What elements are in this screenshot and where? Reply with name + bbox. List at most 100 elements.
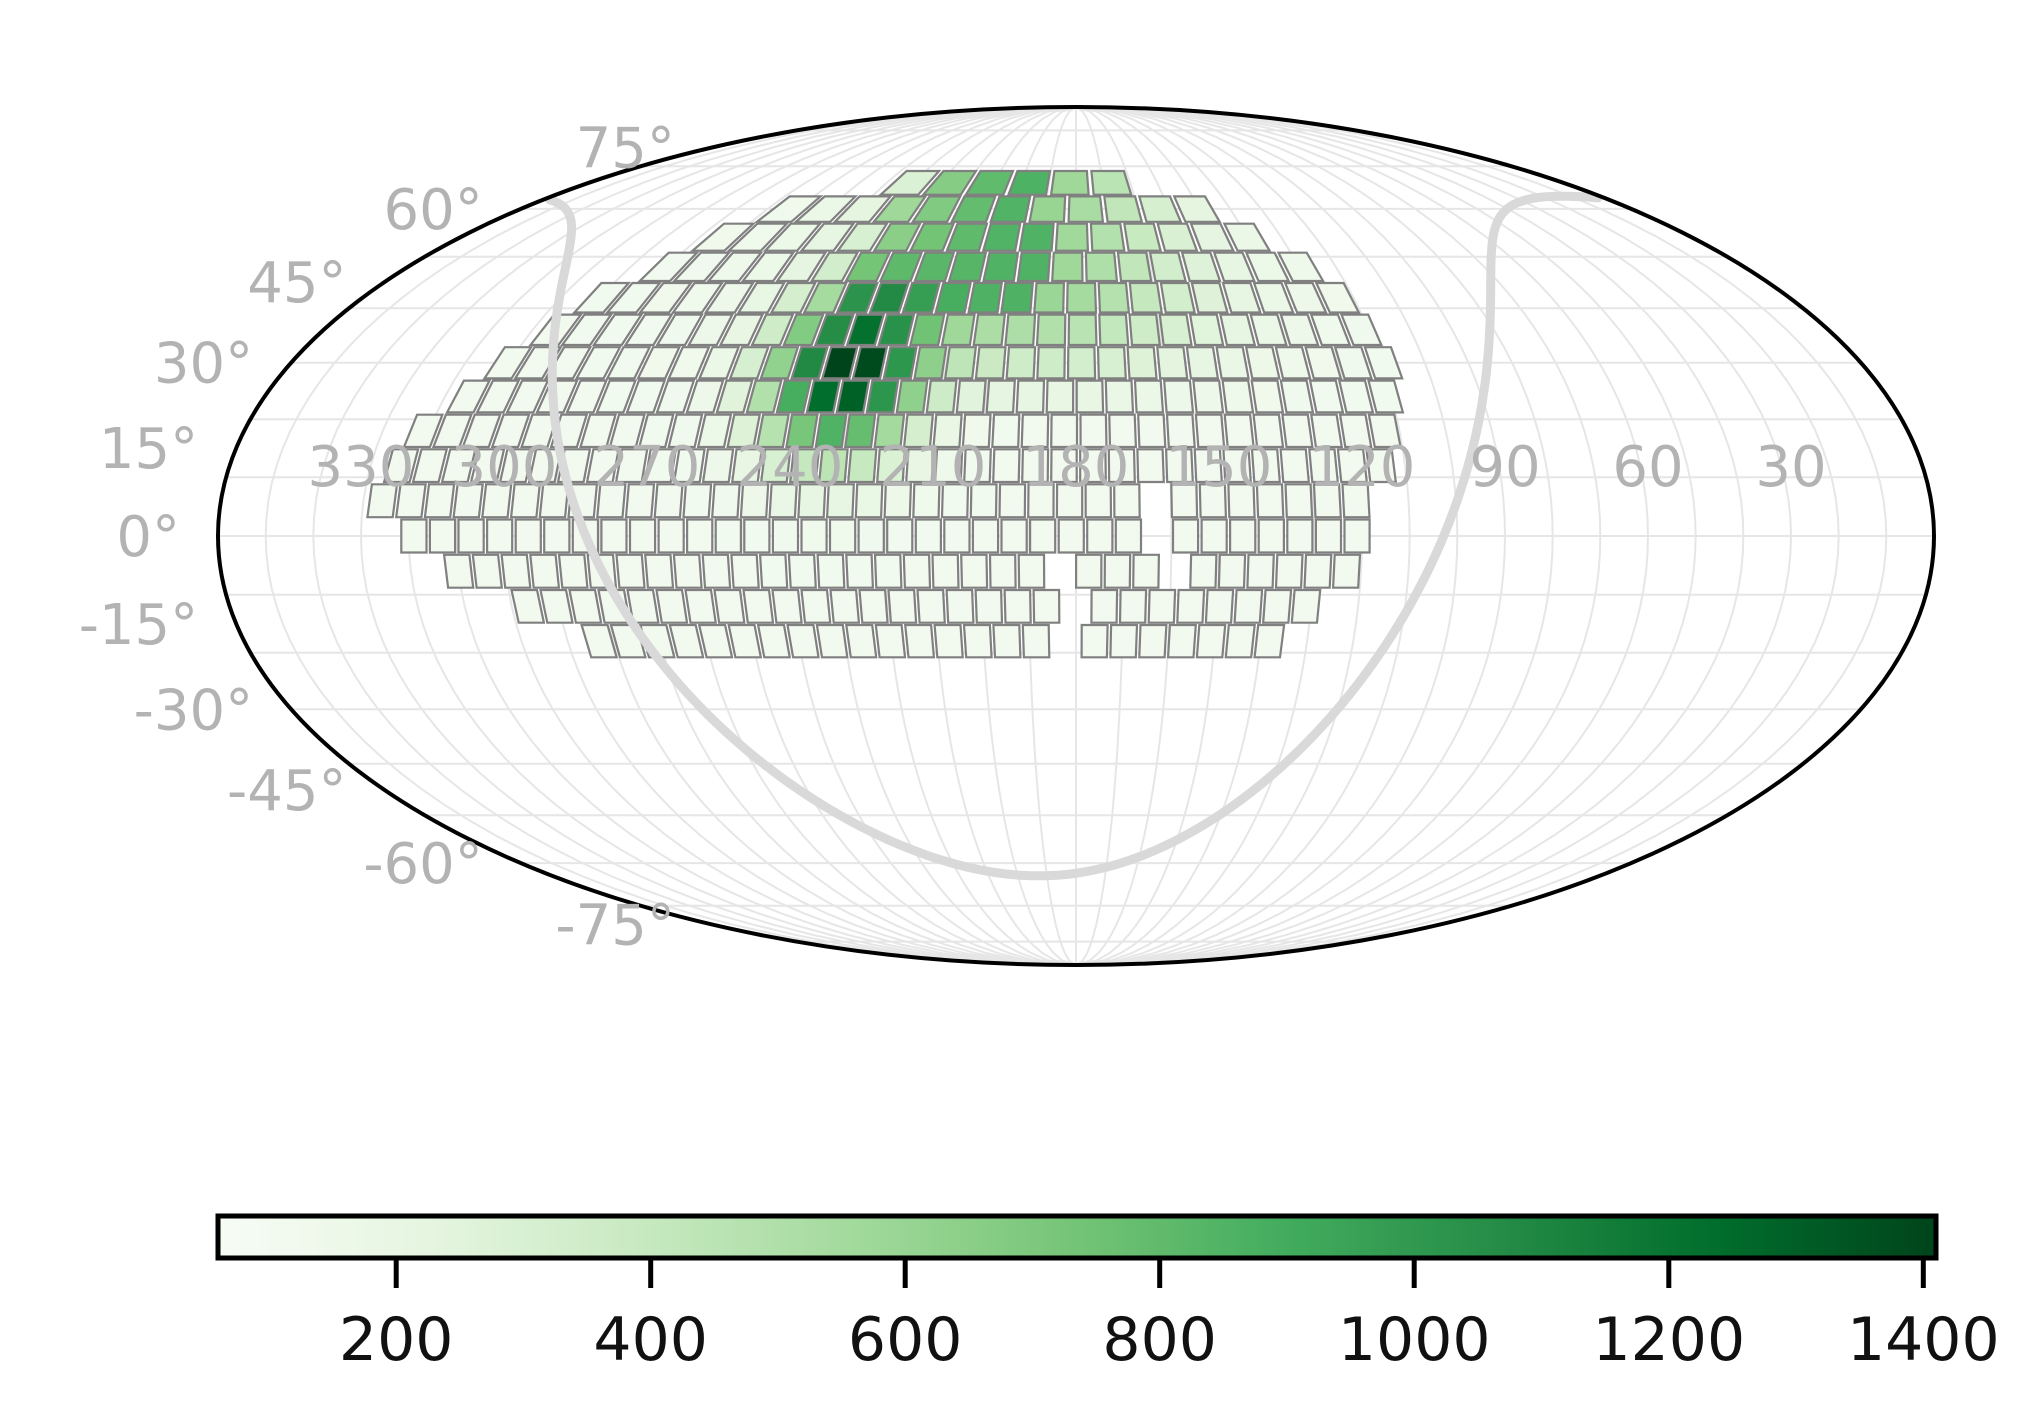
survey-tile [1035,313,1067,347]
dec-tick-label: -30° [134,678,253,743]
colorbar-tick-label: 200 [339,1305,454,1375]
survey-tile [857,518,885,554]
survey-tile [920,169,979,196]
survey-tile [876,448,907,484]
survey-tile [529,553,561,589]
survey-tile [873,553,903,589]
colorbar-tick-label: 1400 [1847,1305,2000,1375]
survey-tile [1341,483,1371,519]
survey-tile [701,553,732,589]
survey-tile [1310,413,1344,449]
survey-tile [785,413,819,449]
survey-tile [514,518,542,554]
survey-tile [1281,413,1314,449]
survey-tile [543,346,593,380]
survey-tile [1137,195,1183,223]
survey-tile [1176,588,1206,624]
survey-tile [608,413,646,449]
survey-tile [1336,448,1369,484]
survey-tile [771,588,803,624]
survey-tile [1257,518,1285,554]
survey-tile [768,483,798,519]
survey-tile [1006,169,1052,196]
survey-tile [711,483,741,519]
survey-tile [1204,588,1235,624]
survey-tile [1138,623,1168,659]
survey-tile [1262,588,1293,624]
survey-tile [1050,448,1078,484]
survey-tile [1036,346,1066,380]
survey-tile [1312,483,1342,519]
survey-tile [1090,588,1119,624]
dec-tick-label: 15° [99,417,198,482]
survey-tile [1079,448,1107,484]
survey-tile [759,346,800,380]
galactic-plane-curve [545,191,1603,881]
survey-tile [845,553,875,589]
survey-tile [800,518,828,554]
survey-tile [667,346,711,380]
survey-tile [815,623,849,659]
survey-tile [1079,413,1108,449]
ra-tick-label: 270 [594,435,701,500]
survey-tile [743,518,771,554]
survey-tile [902,413,934,449]
survey-tile [775,251,828,283]
survey-tile [1017,553,1046,589]
survey-tile [1195,623,1227,659]
survey-tile [701,448,735,484]
survey-tile [1003,588,1032,624]
survey-tile [637,413,675,449]
survey-tile [912,483,941,519]
survey-tile [759,448,792,484]
survey-tile [655,379,696,414]
survey-tile [991,413,1021,449]
survey-tile [1185,346,1220,380]
survey-tile [1084,483,1113,519]
survey-tile [411,448,449,484]
survey-tile [775,379,812,414]
survey-tile [769,281,817,314]
survey-tile [1159,281,1196,314]
survey-tile [1367,379,1405,414]
ra-tick-label: 60 [1612,435,1683,500]
survey-tile [940,483,970,519]
survey-tile [596,483,627,519]
survey-tile [1109,623,1139,659]
survey-tile [1200,518,1228,554]
survey-tile [703,281,755,314]
survey-tile [595,379,637,414]
survey-tile [706,251,764,283]
survey-tile [865,379,900,414]
survey-tile [792,195,859,223]
survey-tile [1027,483,1055,519]
survey-tile [1090,169,1133,196]
survey-tile [1190,281,1229,314]
survey-tile [797,483,827,519]
survey-tile [1303,553,1333,589]
survey-tile [825,483,855,519]
survey-tile [571,281,632,314]
survey-tiles [366,169,1405,659]
survey-tile [945,222,989,252]
survey-tile [461,413,502,449]
survey-tile [1227,483,1256,519]
survey-tile [475,379,521,414]
survey-tile [718,313,765,347]
survey-tile [1365,448,1398,484]
survey-tile [1156,222,1199,252]
survey-tile [560,313,614,347]
colorbar-gradient [215,1213,1939,1261]
survey-tile [1290,588,1322,624]
survey-tile [1233,588,1264,624]
survey-tile [1028,195,1067,223]
survey-tile [1089,222,1126,252]
survey-tile [858,588,889,624]
survey-tile [1055,483,1084,519]
survey-tile [1132,553,1161,589]
survey-tile [1015,379,1046,414]
survey-tile [471,553,504,589]
survey-tile [726,413,762,449]
survey-tile [886,518,914,554]
survey-tile [985,379,1016,414]
